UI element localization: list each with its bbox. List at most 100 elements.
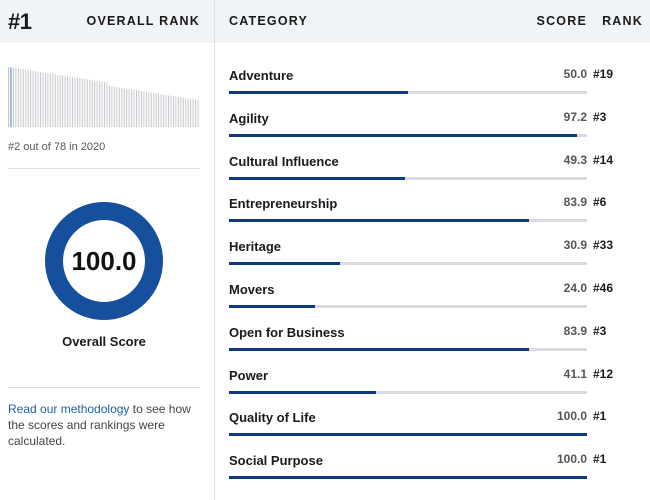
category-row[interactable]: Entrepreneurship 83.9 #6 — [229, 190, 650, 232]
category-score: 49.3 — [563, 152, 587, 167]
rank-history-caption: #2 out of 78 in 2020 — [8, 141, 106, 153]
score-bar-fill — [229, 91, 408, 94]
category-name[interactable]: Adventure — [229, 68, 294, 83]
sparkline-bar — [89, 79, 91, 127]
sparkline-bar — [153, 92, 155, 127]
category-score: 41.1 — [563, 366, 587, 381]
rank-history-sparkline — [8, 67, 199, 127]
score-bar-fill — [229, 219, 530, 223]
sparkline-bar — [59, 75, 61, 127]
sparkline-bar — [37, 71, 39, 127]
sparkline-bar — [165, 94, 167, 127]
sparkline-bar — [15, 68, 17, 127]
sparkline-bar — [35, 71, 37, 127]
score-bar-fill — [229, 305, 315, 308]
divider — [8, 387, 200, 388]
sparkline-bar — [74, 77, 76, 127]
sparkline-bar — [108, 85, 110, 127]
sparkline-bar — [113, 86, 115, 127]
sparkline-bar — [192, 99, 194, 127]
sparkline-bar — [168, 95, 169, 127]
sparkline-bar — [25, 69, 27, 127]
sparkline-bar — [136, 90, 137, 127]
category-name[interactable]: Heritage — [229, 239, 282, 255]
sparkline-bar — [138, 90, 140, 127]
sparkline-bar — [187, 98, 189, 127]
score-bar-fill — [229, 176, 406, 180]
category-row[interactable]: Cultural Influence 49.3 #14 — [229, 148, 650, 190]
category-name[interactable]: Cultural Influence — [229, 153, 339, 169]
sparkline-bar — [81, 78, 83, 127]
score-bar-track — [229, 176, 587, 180]
sparkline-bar — [121, 87, 123, 127]
sparkline-bar — [72, 77, 73, 127]
sparkline-bar — [52, 74, 54, 127]
sparkline-bar — [57, 74, 59, 127]
category-name[interactable]: Entrepreneurship — [229, 196, 338, 212]
sparkline-bar — [47, 73, 49, 127]
score-bar-track — [229, 390, 587, 394]
sparkline-bar — [177, 96, 179, 127]
category-rank: #3 — [593, 109, 607, 124]
sparkline-bar — [128, 89, 130, 127]
category-row[interactable]: Open for Business 83.9 #3 — [229, 319, 650, 361]
sparkline-bar — [190, 98, 192, 127]
category-score: 30.9 — [563, 238, 587, 253]
sparkline-bar — [12, 67, 14, 127]
category-row[interactable]: Quality of Life 100.0 #1 — [229, 404, 650, 446]
score-bar-track — [229, 133, 587, 137]
sparkline-bar — [111, 86, 113, 127]
score-bar-fill — [229, 390, 377, 394]
overall-score-label: Overall Score — [62, 334, 146, 349]
sparkline-bar — [163, 94, 165, 127]
score-bar-track — [229, 305, 587, 308]
category-name[interactable]: Quality of Life — [229, 410, 316, 426]
sparkline-bar — [197, 100, 199, 127]
sparkline-bar — [155, 93, 157, 127]
category-row[interactable]: Movers 24.0 #46 — [229, 276, 650, 318]
category-name[interactable]: Social Purpose — [229, 453, 323, 469]
category-score: 50.0 — [563, 67, 587, 81]
category-score: 83.9 — [563, 323, 587, 338]
sparkline-bar — [69, 76, 71, 127]
sparkline-bar — [148, 92, 150, 127]
category-row[interactable]: Social Purpose 100.0 #1 — [229, 447, 650, 489]
sparkline-bar — [94, 80, 96, 127]
category-row[interactable]: Agility 97.2 #3 — [229, 105, 650, 147]
category-score: 100.0 — [556, 409, 587, 424]
category-name[interactable]: Open for Business — [229, 324, 345, 340]
score-bar-track — [229, 476, 587, 480]
sparkline-bar — [101, 81, 103, 127]
header-score[interactable]: SCORE — [536, 14, 587, 28]
sparkline-bar — [44, 72, 46, 127]
divider — [8, 168, 200, 169]
sparkline-bar — [185, 98, 187, 127]
sparkline-bar — [180, 97, 182, 127]
category-score: 100.0 — [556, 452, 587, 467]
category-rank: #1 — [593, 452, 607, 467]
sparkline-bar — [140, 91, 142, 127]
category-row[interactable]: Heritage 30.9 #33 — [229, 233, 650, 275]
overall-score-donut — [45, 202, 163, 320]
sparkline-bar — [84, 79, 86, 127]
methodology-link[interactable]: Read our methodology — [8, 402, 130, 416]
category-row[interactable]: Adventure 50.0 #19 — [229, 62, 650, 104]
header-category[interactable]: CATEGORY — [229, 14, 309, 28]
score-bar-fill — [229, 433, 587, 437]
category-name[interactable]: Power — [229, 367, 269, 383]
sparkline-bar — [150, 92, 152, 127]
header-rank[interactable]: RANK — [602, 14, 643, 28]
category-name[interactable]: Movers — [229, 282, 275, 297]
sparkline-bar — [91, 80, 93, 127]
sparkline-bar — [40, 72, 41, 127]
sparkline-bar — [54, 74, 56, 127]
category-rank: #19 — [593, 67, 614, 81]
sparkline-bar — [8, 67, 9, 127]
category-row[interactable]: Power 41.1 #12 — [229, 362, 650, 404]
category-rank: #6 — [593, 195, 607, 210]
sparkline-bar — [86, 79, 88, 127]
category-name[interactable]: Agility — [229, 110, 269, 126]
score-bar-fill — [229, 133, 577, 137]
table-header: CATEGORY SCORE RANK — [215, 0, 650, 43]
sparkline-bar — [170, 95, 172, 127]
